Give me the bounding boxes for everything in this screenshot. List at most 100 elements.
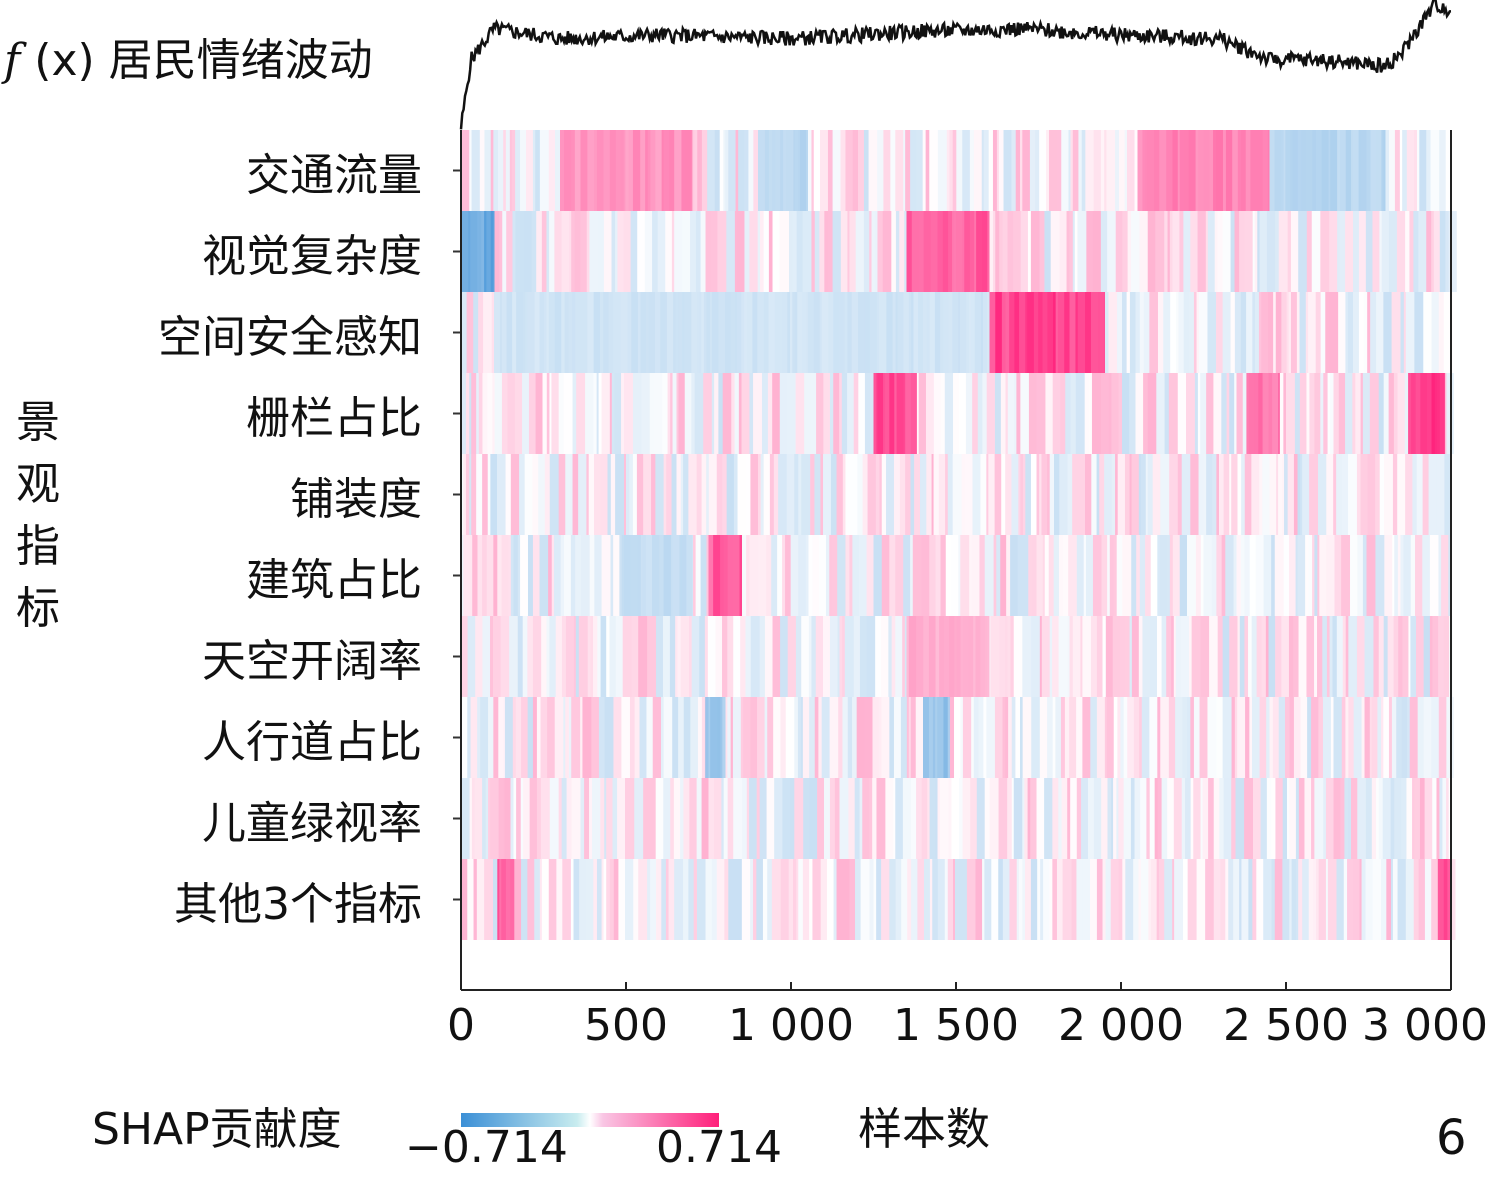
heatmap-cell — [827, 130, 834, 211]
heatmap-cell — [1429, 616, 1434, 697]
heatmap-cell — [1106, 697, 1115, 778]
heatmap-cell — [1438, 697, 1447, 778]
heatmap-cell — [1367, 454, 1376, 535]
heatmap-cell — [1195, 535, 1202, 616]
heatmap-cell — [624, 373, 634, 454]
heatmap-cell — [834, 778, 841, 859]
heatmap-cell — [1124, 616, 1131, 697]
heatmap-cell — [1275, 616, 1282, 697]
heatmap-cell — [773, 697, 781, 778]
heatmap-cell — [667, 373, 671, 454]
heatmap-highlight-cell — [851, 292, 859, 373]
heatmap-cell — [1107, 211, 1117, 292]
heatmap-cell — [718, 373, 724, 454]
heatmap-cell — [1200, 373, 1207, 454]
heatmap-cell — [859, 616, 868, 697]
heatmap-highlight-cell — [1145, 130, 1148, 211]
heatmap-highlight-cell — [705, 697, 709, 778]
heatmap-highlight-cell — [908, 292, 912, 373]
heatmap-cell — [704, 616, 709, 697]
heatmap-cell — [565, 697, 570, 778]
heatmap-cell — [910, 697, 917, 778]
heatmap-cell — [609, 616, 617, 697]
x-tick-label: 1 000 — [728, 1000, 854, 1051]
heatmap-highlight-cell — [603, 292, 610, 373]
heatmap-cell — [800, 697, 804, 778]
heatmap-cell — [584, 778, 590, 859]
heatmap-cell — [1089, 373, 1093, 454]
heatmap-cell — [493, 859, 500, 940]
heatmap-cell — [862, 778, 870, 859]
heatmap-cell — [1147, 454, 1154, 535]
heatmap-highlight-cell — [574, 130, 581, 211]
heatmap-cell — [827, 211, 834, 292]
heatmap-cell — [519, 454, 526, 535]
heatmap-highlight-cell — [980, 616, 986, 697]
heatmap-cell — [1313, 859, 1317, 940]
heatmap-highlight-cell — [718, 292, 726, 373]
heatmap-cell — [1274, 535, 1285, 616]
heatmap-cell — [1448, 211, 1457, 292]
heatmap-cell — [911, 859, 918, 940]
heatmap-cell — [1433, 211, 1441, 292]
heatmap-cell — [1156, 373, 1166, 454]
heatmap-cell — [1333, 697, 1343, 778]
heatmap-cell — [647, 616, 657, 697]
heatmap-cell — [1093, 778, 1102, 859]
heatmap-highlight-cell — [911, 211, 920, 292]
heatmap-cell — [858, 373, 866, 454]
heatmap-cell — [469, 130, 473, 211]
heatmap-cell — [697, 697, 703, 778]
heatmap-cell — [1155, 211, 1165, 292]
heatmap-cell — [1252, 211, 1256, 292]
heatmap-cell — [479, 130, 485, 211]
heatmap-cell — [618, 859, 626, 940]
heatmap-highlight-cell — [703, 292, 708, 373]
heatmap-cell — [1101, 292, 1109, 373]
heatmap-cell — [1020, 454, 1024, 535]
heatmap-cell — [738, 130, 745, 211]
heatmap-highlight-cell — [1254, 373, 1259, 454]
heatmap-cell — [1336, 859, 1345, 940]
heatmap-highlight-cell — [896, 373, 905, 454]
heatmap-cell — [1005, 697, 1009, 778]
heatmap-cell — [625, 778, 633, 859]
heatmap-cell — [1130, 778, 1136, 859]
heatmap-cell — [983, 130, 990, 211]
heatmap-cell — [1268, 616, 1276, 697]
heatmap-cell — [600, 778, 605, 859]
heatmap-cell — [515, 697, 522, 778]
heatmap-cell — [855, 859, 862, 940]
heatmap-cell — [1325, 292, 1331, 373]
heatmap-highlight-cell — [1366, 130, 1371, 211]
heatmap-highlight-cell — [1297, 130, 1302, 211]
heatmap-cell — [1287, 454, 1295, 535]
heatmap-cell — [764, 697, 768, 778]
heatmap-cell — [733, 778, 743, 859]
heatmap-cell — [1133, 697, 1140, 778]
heatmap-highlight-cell — [953, 211, 957, 292]
heatmap-highlight-cell — [780, 130, 784, 211]
heatmap-cell — [1254, 292, 1260, 373]
heatmap-cell — [1056, 130, 1062, 211]
heatmap-cell — [990, 616, 1000, 697]
feature-label: 其他3个指标 — [174, 878, 422, 930]
heatmap-cell — [471, 373, 477, 454]
heatmap-cell — [1283, 373, 1287, 454]
heatmap-cell — [673, 778, 681, 859]
heatmap-cell — [832, 130, 841, 211]
heatmap-cell — [830, 454, 838, 535]
heatmap-cell — [1355, 373, 1362, 454]
heatmap-cell — [1058, 535, 1064, 616]
heatmap-cell — [726, 211, 736, 292]
heatmap-highlight-cell — [782, 292, 788, 373]
heatmap-cell — [1100, 130, 1105, 211]
heatmap-cell — [521, 697, 529, 778]
heatmap-cell — [701, 130, 708, 211]
heatmap-cell — [1298, 859, 1303, 940]
heatmap-cell — [727, 616, 734, 697]
heatmap-highlight-cell — [806, 130, 808, 211]
heatmap-highlight-cell — [717, 697, 721, 778]
heatmap-cell — [910, 454, 915, 535]
heatmap-cell — [1383, 373, 1390, 454]
